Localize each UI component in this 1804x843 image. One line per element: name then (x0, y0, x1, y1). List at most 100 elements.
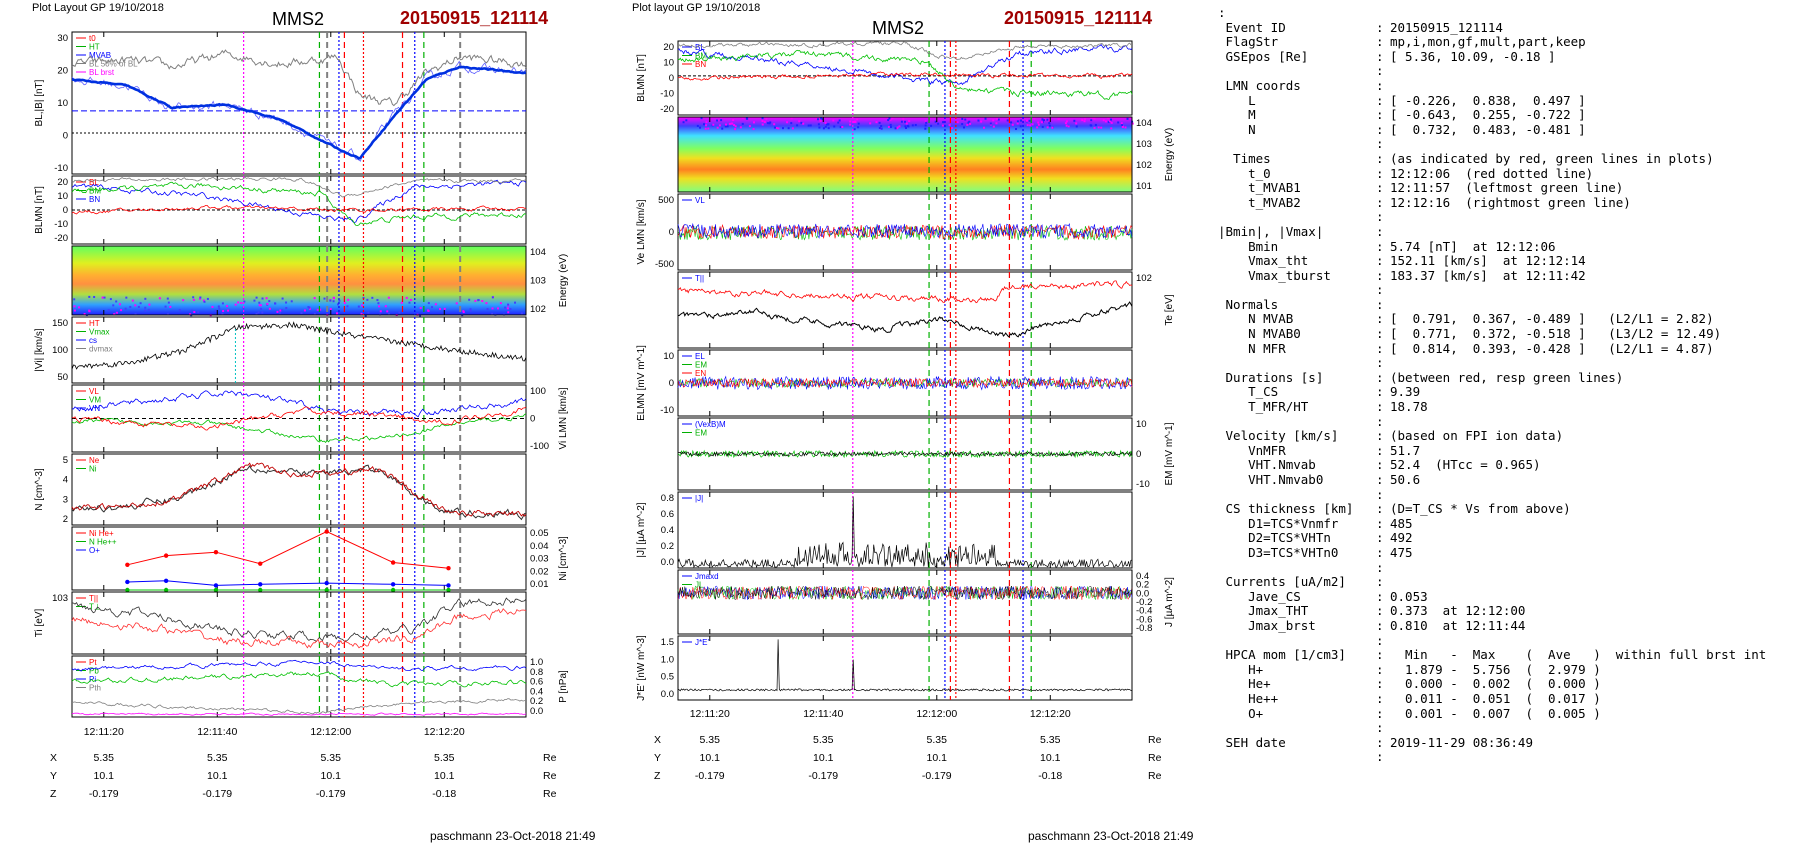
spec-speckle (379, 310, 382, 313)
spec-speckle (878, 126, 881, 129)
series-|B| (71, 49, 527, 107)
spec-speckle (995, 122, 998, 125)
y-axis-label: P [nPa] (558, 670, 569, 703)
summary-row: t_MVAB1:12:11:57 (leftmost green line) (1218, 181, 1798, 196)
y-tick-label: 0.4 (661, 525, 674, 536)
spec-speckle (730, 122, 733, 125)
summary-key: O+ (1218, 706, 1264, 721)
spec-speckle (243, 300, 246, 303)
spec-speckle (1065, 124, 1068, 127)
spec-speckle (752, 128, 755, 131)
spec-speckle (1110, 118, 1113, 121)
spec-speckle (285, 307, 288, 310)
series-BL-raw (71, 60, 527, 162)
summary-row: D3=TCS*VHTn0:475 (1218, 545, 1798, 561)
summary-row: Vmax_tburst:183.37 [km/s] at 12:11:42 (1218, 267, 1798, 284)
legend-entry: dvmax (89, 345, 113, 354)
spec-speckle (192, 296, 195, 299)
spec-speckle (255, 312, 258, 315)
y-tick-label: -0.2 (1136, 597, 1152, 608)
spec-speckle (1028, 119, 1031, 122)
summary-row: : (1218, 6, 1798, 21)
summary-key (1218, 137, 1376, 152)
spec-speckle (1075, 122, 1078, 125)
y-tick-label: 0.0 (661, 557, 674, 568)
spec-speckle (486, 308, 489, 311)
legend-entry: VN (89, 404, 100, 413)
coord-unit: Re (543, 770, 557, 782)
coord-value: 5.35 (813, 734, 834, 746)
coord-value: 5.35 (207, 752, 228, 764)
coord-value: 10.1 (434, 770, 455, 782)
legend-entry: EN (695, 369, 706, 378)
spec-speckle (1075, 125, 1078, 128)
series-O+ (127, 580, 449, 586)
summary-key: M (1218, 108, 1256, 123)
spec-speckle (361, 304, 364, 307)
spec-speckle (721, 127, 724, 130)
coord-value: 5.35 (927, 734, 948, 746)
summary-row: Jmax_brst:0.810 at 12:11:44 (1218, 618, 1798, 634)
summary-key: D1=TCS*Vnmfr (1218, 516, 1339, 531)
series-|Vi| (71, 321, 527, 370)
spec-speckle (984, 117, 987, 120)
summary-value: 183.37 [km/s] at 12:11:42 (1390, 268, 1586, 283)
spec-speckle (226, 305, 229, 308)
summary-value: [ 0.732, 0.483, -0.481 ] (1390, 122, 1586, 137)
summary-colon: : (1376, 267, 1384, 283)
spec-speckle (338, 299, 341, 302)
spec-speckle (499, 302, 502, 305)
series-T-par (678, 280, 1133, 304)
spec-speckle (103, 296, 106, 299)
panel-frame (71, 591, 527, 655)
y-tick-label: -10 (54, 219, 68, 230)
series-T-perp (71, 597, 527, 643)
summary-colon: : (1376, 486, 1384, 502)
spec-speckle (129, 305, 132, 308)
spec-speckle (763, 120, 766, 123)
spec-speckle (1033, 117, 1036, 120)
spec-speckle (427, 309, 430, 312)
spec-speckle (189, 313, 192, 316)
spec-speckle (1016, 120, 1019, 123)
legend-entry: Ne (89, 456, 100, 465)
coord-value: -0.179 (89, 788, 119, 800)
summary-value: 18.78 (1390, 400, 1428, 415)
spec-speckle (997, 118, 1000, 121)
series-Ne (71, 462, 527, 517)
spec-speckle (827, 127, 830, 130)
spec-speckle (439, 308, 442, 311)
time-tick-label: 12:12:00 (310, 726, 351, 738)
spec-speckle (88, 295, 91, 298)
summary-colon: : (1376, 253, 1384, 269)
spec-speckle (930, 124, 933, 127)
y-tick-label: -10 (660, 405, 674, 416)
spec-speckle (514, 301, 517, 304)
summary-key: t_MVAB1 (1218, 181, 1301, 196)
spec-speckle (221, 312, 224, 315)
spec-speckle (787, 127, 790, 130)
summary-colon: : (1376, 19, 1384, 35)
spec-speckle (1097, 126, 1100, 129)
spec-speckle (148, 303, 151, 306)
spec-speckle (786, 121, 789, 124)
spec-speckle (1102, 119, 1105, 122)
spec-speckle (357, 305, 360, 308)
spec-speckle (856, 118, 859, 121)
summary-value (1390, 750, 1798, 765)
spec-speckle (434, 303, 437, 306)
summary-row: O+: 0.001 - 0.007 ( 0.005 ) (1218, 706, 1798, 722)
legend-entry: cs (89, 336, 97, 345)
spec-speckle (854, 120, 857, 123)
spec-speckle (773, 123, 776, 126)
summary-row: : (1218, 560, 1798, 576)
series-E-2 (677, 377, 1133, 389)
panel-frame (71, 526, 527, 591)
summary-colon: : (1376, 515, 1384, 531)
series-Ve-2 (677, 222, 1133, 239)
spec-speckle (900, 120, 903, 123)
spec-speckle (761, 123, 764, 126)
spec-speckle (166, 313, 169, 316)
spec-speckle (880, 127, 883, 130)
